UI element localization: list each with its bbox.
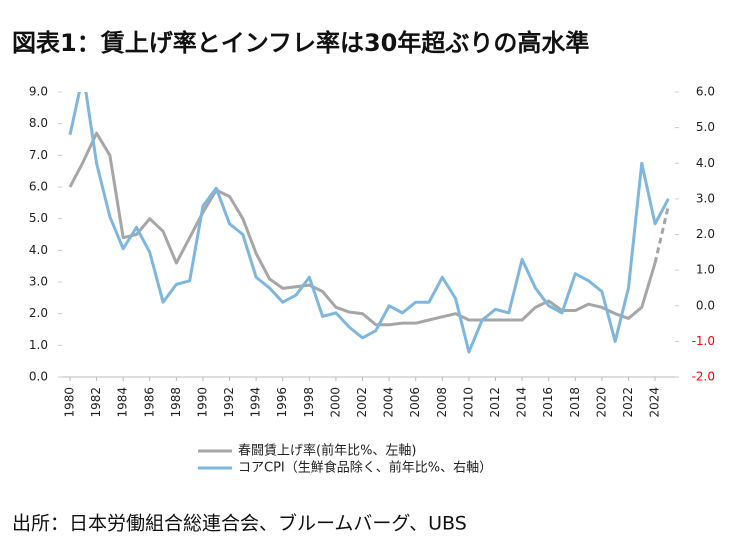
x-tick-label: 2018 — [568, 387, 582, 418]
series-line — [68, 92, 670, 354]
x-tick-label: 1996 — [275, 387, 289, 418]
source: 出所：日本労働組合総連合会、ブルームバーグ、UBS — [12, 512, 467, 535]
y2-tick-label: -2.0 — [692, 370, 715, 384]
x-tick-label: 2012 — [488, 387, 502, 418]
x-tick-label: 1998 — [302, 387, 316, 418]
x-tick-label: 2014 — [515, 387, 529, 418]
x-tick-label: 2008 — [435, 387, 449, 418]
x-tick-label: 2016 — [541, 387, 555, 418]
series-line-dashed — [653, 205, 670, 264]
y2-tick-label: 5.0 — [696, 120, 715, 134]
legend-label: コアCPI（生鮮食品除く、前年比%、右軸） — [238, 460, 492, 476]
x-tick-label: 2006 — [408, 387, 422, 418]
y-tick-label: 6.0 — [29, 180, 48, 194]
y2-tick-label: -1.0 — [692, 334, 715, 348]
x-tick-label: 2022 — [621, 387, 635, 418]
chart-title: 図表1：賃上げ率とインフレ率は30年超ぶりの高水準 — [12, 29, 589, 57]
y-tick-label: 4.0 — [29, 243, 48, 257]
y2-tick-label: 0.0 — [696, 298, 715, 312]
x-tick-label: 1988 — [169, 387, 183, 418]
x-tick-label: 1986 — [142, 387, 156, 418]
x-tick-label: 1980 — [62, 387, 76, 418]
y2-tick-label: 3.0 — [696, 191, 715, 205]
x-tick-label: 1990 — [195, 387, 209, 418]
x-tick-label: 2004 — [382, 387, 396, 418]
y-tick-label: 5.0 — [29, 211, 48, 225]
x-tick-label: 1984 — [116, 387, 130, 418]
x-tick-label: 2010 — [461, 387, 475, 418]
x-tick-label: 1982 — [89, 387, 103, 418]
y-tick-label: 8.0 — [29, 116, 48, 130]
y-tick-label: 2.0 — [29, 306, 48, 320]
plot — [68, 92, 670, 354]
x-tick-label: 1994 — [249, 387, 263, 418]
x-tick-label: 1992 — [222, 387, 236, 418]
x-tick-label: 2002 — [355, 387, 369, 418]
y2-tick-label: 4.0 — [696, 156, 715, 170]
x-tick-label: 2000 — [328, 387, 342, 418]
legend-label: 春闘賃上げ率(前年比%、左軸) — [238, 443, 417, 459]
y-tick-label: 3.0 — [29, 275, 48, 289]
y-tick-label: 9.0 — [29, 85, 48, 99]
series-line — [68, 131, 657, 327]
x-tick-label: 2020 — [594, 387, 608, 418]
y-tick-label: 1.0 — [29, 338, 48, 352]
y-tick-label: 7.0 — [29, 148, 48, 162]
y2-tick-label: 2.0 — [696, 227, 715, 241]
y-tick-label: 0.0 — [29, 370, 48, 384]
y2-tick-label: 6.0 — [696, 85, 715, 99]
x-tick-label: 2024 — [648, 387, 662, 418]
y2-tick-label: 1.0 — [696, 263, 715, 277]
